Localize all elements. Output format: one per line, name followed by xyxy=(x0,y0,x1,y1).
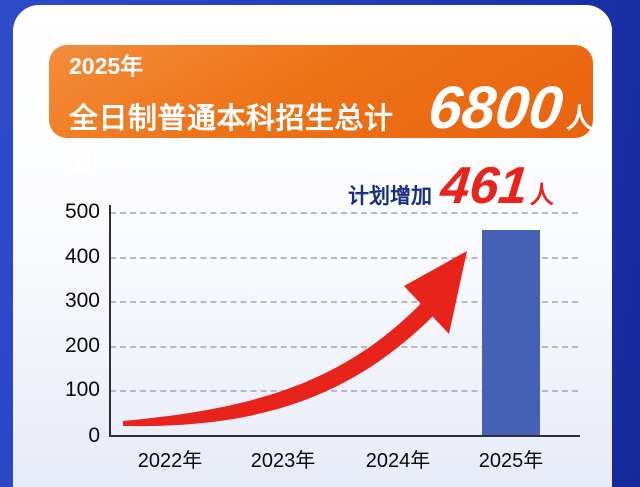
x-tick-label-2024: 2024年 xyxy=(365,450,431,472)
bar-2025 xyxy=(482,230,540,435)
annotation-unit: 人 xyxy=(529,182,554,209)
headline-banner: 2025年 全日制普通本科招生总计划 6800 人 xyxy=(49,45,593,177)
banner-row: 全日制普通本科招生总计划 6800 人 xyxy=(69,74,593,179)
y-tick-label-200: 200 xyxy=(64,334,100,357)
annotation-label: 计划增加 xyxy=(348,185,432,208)
banner-year: 2025年 xyxy=(69,53,144,79)
annotation-number: 461 xyxy=(437,157,531,215)
banner-plan-unit: 人 xyxy=(566,104,593,134)
y-axis-line xyxy=(109,205,111,437)
x-tick-label-2022: 2022年 xyxy=(137,450,203,472)
y-tick-label-300: 300 xyxy=(64,289,100,312)
y-tick-label-400: 400 xyxy=(64,245,100,268)
x-tick-label-2025: 2025年 xyxy=(478,450,544,472)
y-tick-label-500: 500 xyxy=(64,200,100,223)
gridline-400 xyxy=(110,257,578,259)
x-tick-label-2023: 2023年 xyxy=(250,450,316,472)
y-tick-label-0: 0 xyxy=(88,424,100,447)
y-tick-label-100: 100 xyxy=(64,378,100,401)
gridline-500 xyxy=(110,212,578,214)
increase-annotation: 计划增加 461 人 xyxy=(348,157,554,215)
banner-plan-label: 全日制普通本科招生总计划 xyxy=(69,103,394,177)
banner-plan-number: 6800 xyxy=(425,74,566,141)
x-axis-line xyxy=(109,435,580,437)
